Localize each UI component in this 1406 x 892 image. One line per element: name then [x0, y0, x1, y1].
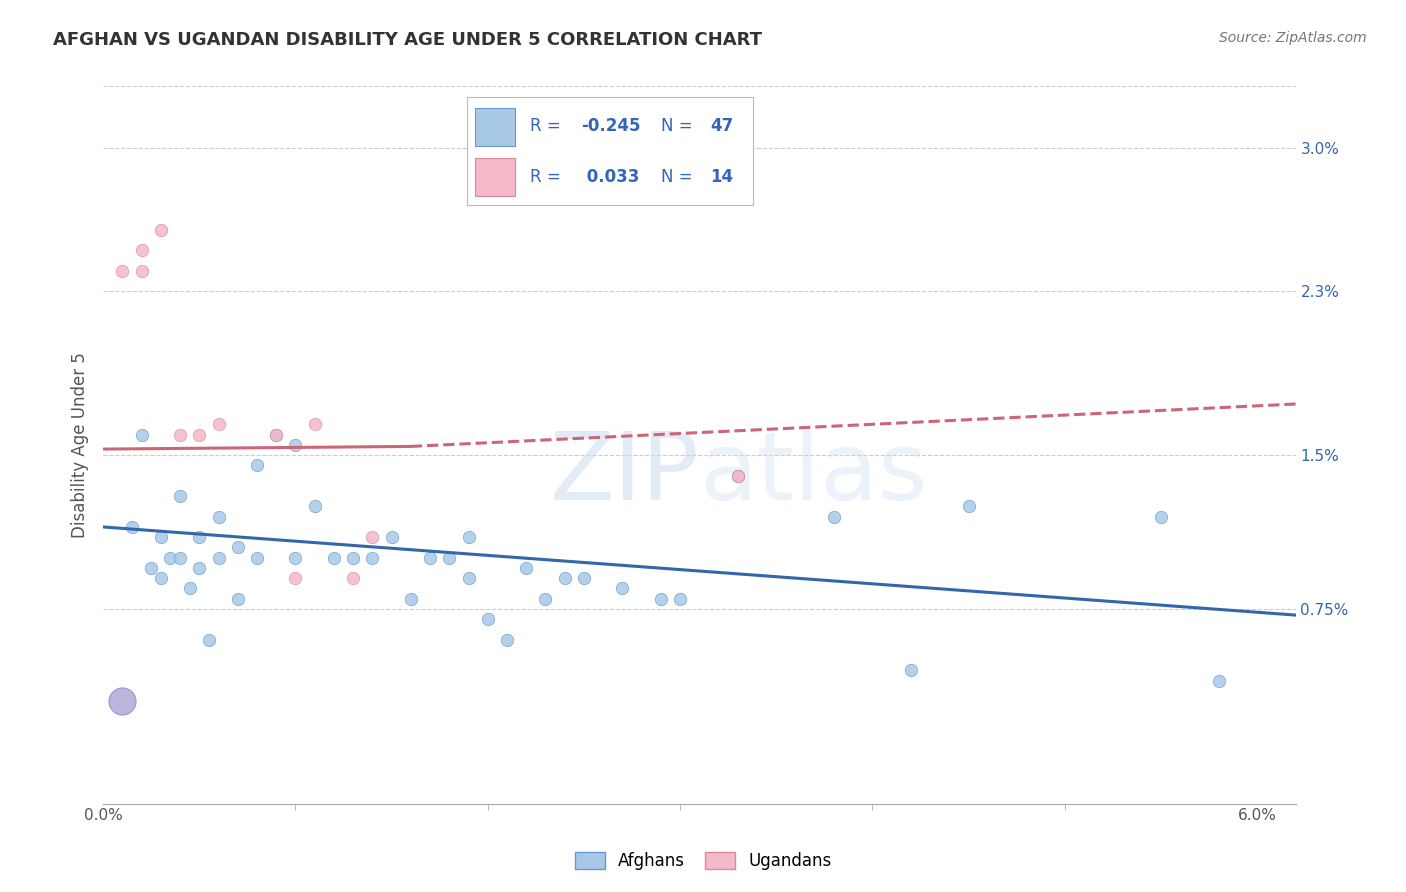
Point [149, 571, 172, 585]
Legend: Afghans, Ugandans: Afghans, Ugandans [568, 845, 838, 877]
Point [284, 571, 307, 585]
Point [188, 530, 211, 544]
Point [534, 591, 557, 606]
Point [727, 468, 749, 483]
Point [612, 582, 634, 596]
Point [159, 550, 181, 565]
Point [304, 417, 326, 432]
Point [515, 561, 537, 575]
Point [399, 591, 422, 606]
Point [727, 468, 749, 483]
Point [1150, 509, 1173, 524]
Point [496, 632, 519, 647]
Point [207, 417, 229, 432]
Point [457, 571, 479, 585]
Point [111, 694, 134, 708]
Point [284, 550, 307, 565]
Point [323, 550, 346, 565]
Point [304, 500, 326, 514]
Point [198, 632, 221, 647]
Point [823, 509, 845, 524]
Point [131, 427, 153, 442]
Point [131, 264, 153, 278]
Point [457, 530, 479, 544]
Point [284, 438, 307, 452]
Text: Source: ZipAtlas.com: Source: ZipAtlas.com [1219, 31, 1367, 45]
Point [554, 571, 576, 585]
Point [188, 561, 211, 575]
Text: ZIP: ZIP [550, 427, 699, 520]
Point [264, 427, 287, 442]
Point [342, 550, 364, 565]
Y-axis label: Disability Age Under 5: Disability Age Under 5 [72, 352, 89, 538]
Point [149, 530, 172, 544]
Point [439, 550, 461, 565]
Point [149, 223, 172, 237]
Point [131, 244, 153, 258]
Point [246, 458, 269, 473]
Point [342, 571, 364, 585]
Point [188, 427, 211, 442]
Point [477, 612, 499, 626]
Point [169, 427, 191, 442]
Point [361, 530, 384, 544]
Point [207, 509, 229, 524]
Point [207, 550, 229, 565]
Point [361, 550, 384, 565]
Point [141, 561, 163, 575]
Point [246, 550, 269, 565]
Text: AFGHAN VS UGANDAN DISABILITY AGE UNDER 5 CORRELATION CHART: AFGHAN VS UGANDAN DISABILITY AGE UNDER 5… [53, 31, 762, 49]
Point [957, 500, 980, 514]
Point [572, 571, 595, 585]
Point [669, 591, 692, 606]
Point [1208, 673, 1230, 688]
Point [264, 427, 287, 442]
Point [169, 489, 191, 503]
Point [650, 591, 672, 606]
Point [226, 541, 249, 555]
Text: atlas: atlas [699, 427, 928, 520]
Point [169, 550, 191, 565]
Point [900, 664, 922, 678]
Point [111, 264, 134, 278]
Point [381, 530, 404, 544]
Point [121, 520, 143, 534]
Point [226, 591, 249, 606]
Point [419, 550, 441, 565]
Point [179, 582, 201, 596]
